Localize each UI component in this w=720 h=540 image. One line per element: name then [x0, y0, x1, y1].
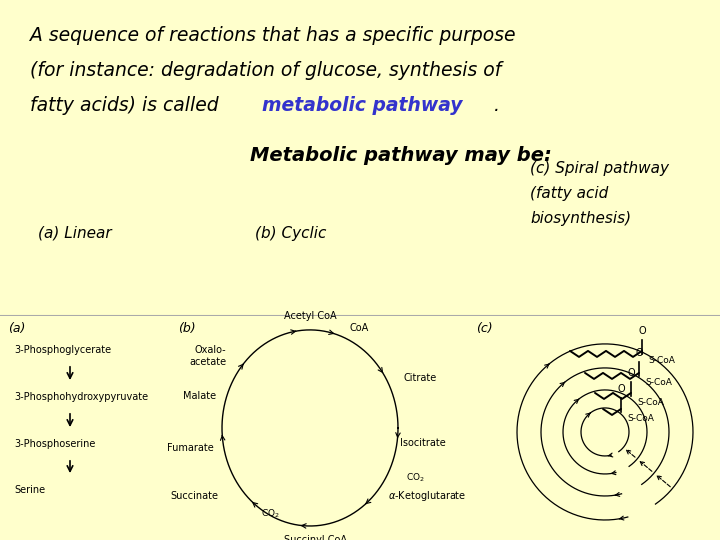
Text: S-CoA: S-CoA	[637, 398, 664, 407]
Text: Citrate: Citrate	[404, 373, 437, 383]
Text: (c) Spiral pathway: (c) Spiral pathway	[530, 161, 669, 176]
Text: O: O	[627, 368, 635, 378]
Text: fatty acids) is called: fatty acids) is called	[30, 96, 225, 115]
Text: Fumarate: Fumarate	[167, 443, 214, 453]
Text: S-CoA: S-CoA	[627, 414, 654, 423]
Text: biosynthesis): biosynthesis)	[530, 211, 631, 226]
Text: (b): (b)	[178, 322, 196, 335]
Text: (fatty acid: (fatty acid	[530, 186, 608, 201]
Text: CO$_2$: CO$_2$	[261, 508, 280, 520]
Text: (a) Linear: (a) Linear	[38, 226, 112, 241]
Text: Malate: Malate	[183, 391, 216, 401]
Text: O: O	[617, 384, 625, 394]
Text: Metabolic pathway may be:: Metabolic pathway may be:	[250, 146, 552, 165]
Text: 3-Phosphoglycerate: 3-Phosphoglycerate	[14, 345, 111, 355]
Text: (a): (a)	[8, 322, 25, 335]
Text: S-CoA: S-CoA	[648, 356, 675, 365]
Text: O: O	[638, 326, 646, 336]
Text: A sequence of reactions that has a specific purpose: A sequence of reactions that has a speci…	[30, 26, 516, 45]
Text: CoA: CoA	[350, 323, 369, 333]
Text: 3-Phosphohydroxypyruvate: 3-Phosphohydroxypyruvate	[14, 392, 148, 402]
Text: .: .	[494, 96, 500, 115]
Text: Serine: Serine	[14, 485, 45, 495]
Text: O: O	[635, 348, 643, 358]
Text: $\alpha$-Ketoglutarate: $\alpha$-Ketoglutarate	[388, 489, 467, 503]
Text: CO$_2$: CO$_2$	[406, 472, 425, 484]
Text: Oxalo-
acetate: Oxalo- acetate	[189, 345, 226, 367]
Text: Isocitrate: Isocitrate	[400, 438, 446, 448]
Text: Acetyl CoA: Acetyl CoA	[284, 311, 336, 321]
Text: 3-Phosphoserine: 3-Phosphoserine	[14, 439, 95, 449]
Text: Succinate: Succinate	[170, 491, 218, 501]
Text: Succinyl CoA: Succinyl CoA	[284, 535, 346, 540]
Text: metabolic pathway: metabolic pathway	[262, 96, 462, 115]
Text: (c): (c)	[476, 322, 492, 335]
Text: (for instance: degradation of glucose, synthesis of: (for instance: degradation of glucose, s…	[30, 61, 501, 80]
Text: (b) Cyclic: (b) Cyclic	[255, 226, 326, 241]
Text: S-CoA: S-CoA	[645, 378, 672, 387]
